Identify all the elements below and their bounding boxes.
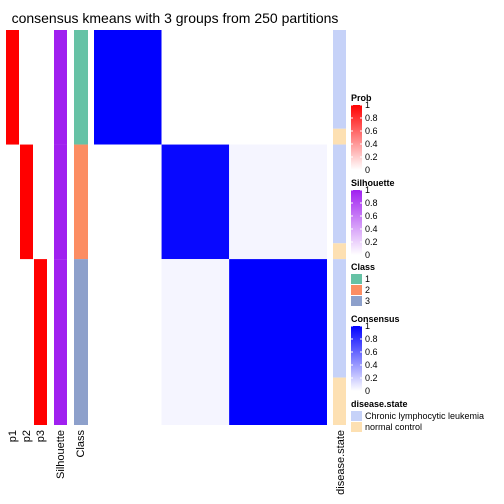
disease-state-cell — [333, 129, 346, 145]
silhouette-cell — [54, 259, 67, 425]
consensus-block — [94, 30, 162, 145]
annotation-labels: p1 p2 p3 Silhouette Class disease.state — [7, 430, 347, 495]
annotation-label-p2: p2 — [21, 430, 33, 442]
consensus-legend-title: Consensus — [351, 314, 400, 324]
disease-state-cell — [333, 30, 346, 129]
consensus-block — [229, 145, 327, 260]
consensus-matrix — [94, 30, 327, 425]
chart-title: consensus kmeans with 3 groups from 250 … — [12, 10, 339, 26]
consensus-block — [162, 145, 230, 260]
disease-state-legend-swatch — [351, 422, 362, 432]
prob-legend-tick: 0.4 — [365, 139, 378, 149]
silhouette-legend-colorbar — [351, 190, 362, 255]
silhouette-legend-tick: 0.2 — [365, 237, 378, 247]
disease-state-cell — [333, 378, 346, 425]
class-cell — [74, 145, 88, 260]
class-legend-label: 2 — [365, 285, 370, 295]
prob-legend-tick: 0.2 — [365, 152, 378, 162]
consensus-legend-tick: 0.2 — [365, 373, 378, 383]
disease-state-cell — [333, 243, 346, 259]
silhouette-cell — [54, 145, 67, 260]
silhouette-legend-tick: 1 — [365, 185, 370, 195]
annotation-label-class: Class — [75, 430, 87, 458]
annotation-columns — [6, 30, 88, 425]
class-cell — [74, 259, 88, 425]
consensus-block — [162, 259, 230, 425]
annotation-label-p3: p3 — [35, 430, 47, 442]
silhouette-legend-tick: 0 — [365, 250, 370, 260]
disease-state-legend-swatch — [351, 411, 362, 421]
silhouette-cell — [54, 30, 67, 145]
silhouette-legend-title: Silhouette — [351, 178, 395, 188]
class-legend-label: 1 — [365, 274, 370, 284]
class-legend-swatch — [351, 296, 362, 306]
class-legend-swatch — [351, 274, 362, 284]
silhouette-legend-tick: 0.4 — [365, 224, 378, 234]
disease-state-legend-title: disease.state — [351, 399, 408, 409]
disease-state-cell — [333, 145, 346, 244]
prob-legend-tick: 0.8 — [365, 113, 378, 123]
silhouette-legend-tick: 0.8 — [365, 198, 378, 208]
class-cell — [74, 30, 88, 145]
disease-state-legend-label: normal control — [365, 422, 422, 432]
disease-state-annotation — [333, 30, 346, 425]
prob-legend-tick: 0.6 — [365, 126, 378, 136]
class-legend-title: Class — [351, 262, 375, 272]
disease-state-legend-label: Chronic lymphocytic leukemia — [365, 411, 484, 421]
prob-p3-cell — [34, 259, 47, 425]
prob-p2-cell — [20, 145, 33, 260]
annotation-label-silhouette: Silhouette — [55, 430, 67, 479]
consensus-legend-colorbar — [351, 326, 362, 391]
annotation-label-disease-state: disease.state — [335, 430, 347, 495]
annotation-label-p1: p1 — [7, 430, 19, 442]
legends: Prob10.80.60.40.20Silhouette10.80.60.40.… — [351, 93, 484, 432]
consensus-block — [162, 30, 230, 145]
prob-legend-colorbar — [351, 105, 362, 170]
consensus-legend-tick: 0 — [365, 386, 370, 396]
prob-legend-tick: 1 — [365, 100, 370, 110]
prob-p1-cell — [6, 30, 19, 145]
consensus-legend-tick: 1 — [365, 321, 370, 331]
prob-legend-tick: 0 — [365, 165, 370, 175]
consensus-legend-tick: 0.4 — [365, 360, 378, 370]
consensus-legend-tick: 0.8 — [365, 334, 378, 344]
consensus-block — [229, 30, 327, 145]
class-legend-swatch — [351, 285, 362, 295]
consensus-block — [94, 145, 162, 260]
silhouette-legend-tick: 0.6 — [365, 211, 378, 221]
class-legend-label: 3 — [365, 296, 370, 306]
consensus-block — [94, 259, 162, 425]
consensus-block — [229, 259, 327, 425]
disease-state-cell — [333, 259, 346, 378]
consensus-legend-tick: 0.6 — [365, 347, 378, 357]
